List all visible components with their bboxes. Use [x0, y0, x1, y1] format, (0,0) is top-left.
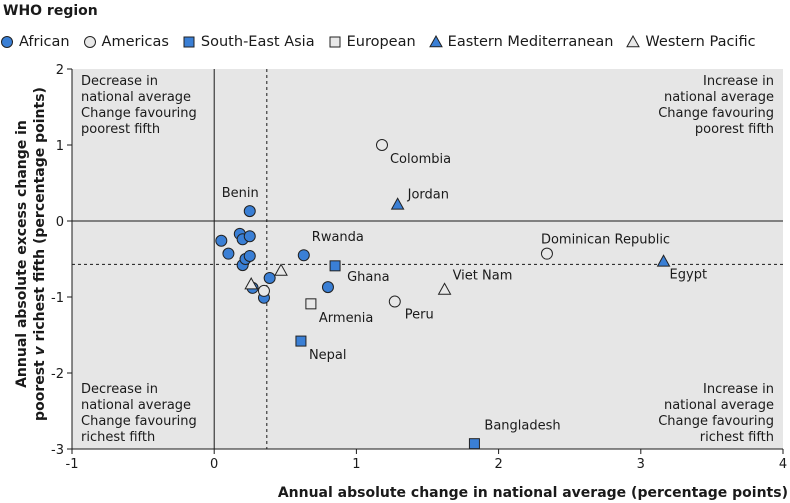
x-axis-label: Annual absolute change in national avera… — [278, 485, 788, 501]
data-point-americas — [540, 247, 553, 260]
y-tick-label: -1 — [51, 291, 64, 306]
legend-marker-shape — [329, 36, 341, 48]
legend-marker-shape — [1, 36, 13, 48]
quadrant-label-top-right: Change favouring — [658, 106, 774, 121]
legend-label: Eastern Mediterranean — [447, 34, 614, 50]
data-point-label: Bangladesh — [484, 419, 560, 434]
x-tick-label: 4 — [779, 457, 787, 472]
data-point-african — [243, 230, 256, 243]
x-tick-label: 0 — [210, 457, 218, 472]
legend-label: Western Pacific — [645, 34, 756, 50]
x-tick-label: 2 — [494, 457, 502, 472]
data-point-label: Peru — [405, 308, 434, 323]
legend-marker-circle — [83, 36, 96, 48]
data-point-emed — [390, 197, 405, 210]
quadrant-label-bottom-right: Increase in — [703, 382, 774, 397]
legend-label: South-East Asia — [200, 34, 315, 50]
data-point-label: Nepal — [309, 348, 347, 363]
legend-label: Americas — [101, 34, 169, 50]
plot-background — [72, 69, 783, 449]
quadrant-label-top-right: poorest fifth — [695, 122, 774, 137]
legend-marker-square — [329, 36, 341, 48]
data-point-emed — [656, 254, 671, 267]
data-point-sea — [329, 260, 341, 272]
quadrant-label-top-right: national average — [664, 90, 774, 105]
quadrant-label-top-left: Change favouring — [81, 106, 197, 121]
quadrant-label-bottom-left: Decrease in — [81, 382, 158, 397]
data-point-label: Jordan — [407, 187, 449, 202]
y-axis-label-line2: poorest v richest fifth (percentage poin… — [32, 87, 48, 421]
legend-label: European — [346, 34, 416, 50]
data-point-label: Ghana — [347, 270, 390, 285]
legend-label: African — [19, 34, 70, 50]
legend-item-european: European — [328, 34, 416, 50]
legend-marker-shape — [83, 36, 96, 48]
quadrant-label-bottom-right: national average — [664, 398, 774, 413]
legend-item-wpac: Western Pacific — [626, 34, 756, 50]
legend-title: WHO region — [3, 3, 98, 19]
legend-marker-square — [183, 36, 195, 48]
legend-marker-circle — [1, 36, 13, 48]
data-point-african — [297, 249, 310, 262]
x-tick-label: 3 — [637, 457, 645, 472]
y-tick-label: 2 — [56, 63, 64, 78]
quadrant-label-top-left: poorest fifth — [81, 122, 160, 137]
legend-item-americas: Americas — [83, 34, 169, 50]
x-tick-label: 1 — [352, 457, 360, 472]
quadrant-label-bottom-left: richest fifth — [81, 430, 155, 445]
data-point-african — [321, 281, 334, 294]
y-axis-label-part: richest fifth (percentage points) — [32, 87, 48, 346]
y-axis-label-italic-v: v — [32, 345, 48, 355]
quadrant-label-top-right: Increase in — [703, 74, 774, 89]
y-axis-label-part: poorest — [32, 355, 48, 421]
y-tick-label: -3 — [51, 443, 64, 458]
data-point-americas — [257, 284, 270, 297]
legend-marker-triangle — [626, 35, 641, 48]
legend: African Americas South-East Asia European Ea… — [0, 32, 769, 52]
data-point-americas — [375, 139, 388, 151]
data-point-african — [222, 247, 235, 260]
y-tick-label: -2 — [51, 367, 64, 382]
quadrant-label-top-left: national average — [81, 90, 191, 105]
legend-marker-triangle — [428, 35, 443, 48]
data-point-label: Viet Nam — [453, 268, 513, 283]
data-point-wpac — [244, 277, 259, 290]
quadrant-label-top-left: Decrease in — [81, 74, 158, 89]
y-axis-label-line1: Annual absolute excess change in — [14, 120, 30, 388]
data-point-sea — [295, 335, 307, 347]
legend-item-sea: South-East Asia — [182, 34, 315, 50]
x-tick-label: -1 — [66, 457, 79, 472]
quadrant-label-bottom-right: richest fifth — [700, 430, 774, 445]
data-point-african — [243, 249, 256, 262]
legend-marker-shape — [626, 35, 641, 48]
data-point-african — [263, 272, 276, 284]
y-tick-label: 0 — [56, 215, 64, 230]
legend-item-emed: Eastern Mediterranean — [428, 34, 614, 50]
data-point-wpac — [274, 263, 288, 276]
data-point-label: Rwanda — [312, 230, 364, 245]
data-point-label: Dominican Republic — [541, 233, 670, 248]
data-point-wpac — [437, 282, 452, 295]
data-point-label: Armenia — [319, 311, 374, 326]
data-point-african — [243, 205, 256, 218]
legend-marker-shape — [428, 35, 443, 48]
data-point-sea — [468, 438, 480, 450]
legend-marker-shape — [183, 36, 195, 48]
data-point-label: Egypt — [670, 267, 708, 282]
quadrant-label-bottom-left: Change favouring — [81, 414, 197, 429]
legend-item-african: African — [0, 34, 70, 50]
quadrant-label-bottom-left: national average — [81, 398, 191, 413]
data-point-african — [215, 234, 228, 247]
data-point-americas — [388, 295, 401, 308]
data-point-label: Colombia — [390, 152, 451, 167]
data-point-label: Benin — [222, 186, 259, 201]
quadrant-label-bottom-right: Change favouring — [658, 414, 774, 429]
data-point-european — [305, 298, 317, 310]
y-tick-label: 1 — [56, 139, 64, 154]
